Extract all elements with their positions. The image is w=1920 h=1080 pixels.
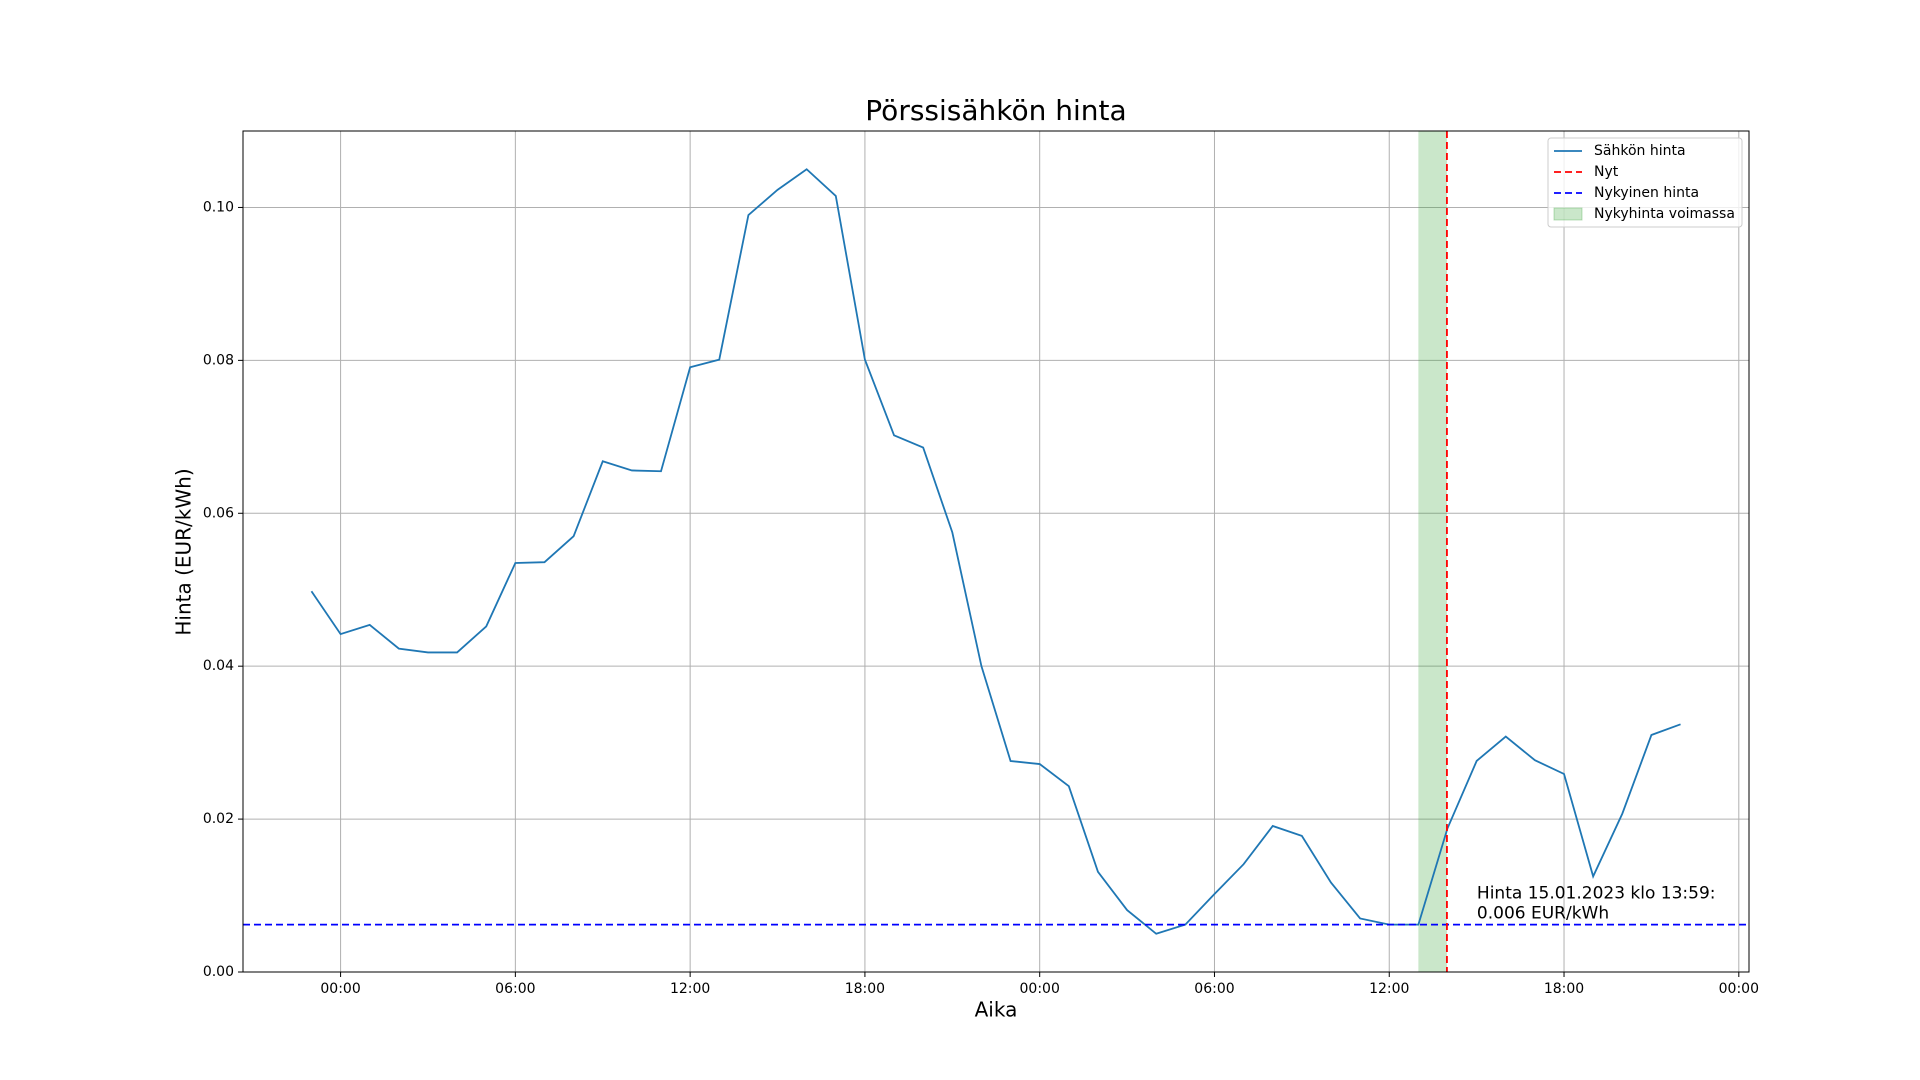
plot-frame [242, 130, 1750, 973]
x-tick-label: 12:00 [670, 981, 710, 997]
y-axis-label: Hinta (EUR/kWh) [172, 468, 196, 635]
x-tick-label: 06:00 [495, 981, 535, 997]
legend-label: Nykyinen hinta [1594, 185, 1699, 201]
chart-title: Pörssisähkön hinta [865, 94, 1126, 127]
price-valid-span [1418, 131, 1447, 972]
y-tick-label: 0.04 [203, 658, 234, 674]
x-axis-label: Aika [975, 998, 1018, 1022]
legend-label: Sähkön hinta [1594, 143, 1686, 159]
legend-box [1547, 137, 1743, 228]
x-tick-label: 00:00 [1020, 981, 1060, 997]
x-tick-label: 18:00 [845, 981, 885, 997]
y-tick-label: 0.10 [203, 199, 234, 215]
y-tick-label: 0.00 [203, 964, 234, 980]
annotation: 0.006 EUR/kWh [1477, 904, 1609, 924]
x-tick-label: 12:00 [1369, 981, 1409, 997]
y-tick-label: 0.08 [203, 352, 234, 368]
x-tick-label: 00:00 [320, 981, 360, 997]
y-tick-label: 0.06 [203, 505, 234, 521]
legend-label: Nykyhinta voimassa [1594, 206, 1735, 222]
annotation: Hinta 15.01.2023 klo 13:59: [1477, 884, 1716, 904]
price-line [310, 168, 1681, 935]
x-tick-label: 00:00 [1719, 981, 1759, 997]
legend-label: Nyt [1594, 164, 1619, 180]
legend-swatch [1553, 207, 1583, 221]
x-tick-label: 06:00 [1194, 981, 1234, 997]
y-tick-label: 0.02 [203, 811, 234, 827]
x-tick-label: 18:00 [1544, 981, 1584, 997]
